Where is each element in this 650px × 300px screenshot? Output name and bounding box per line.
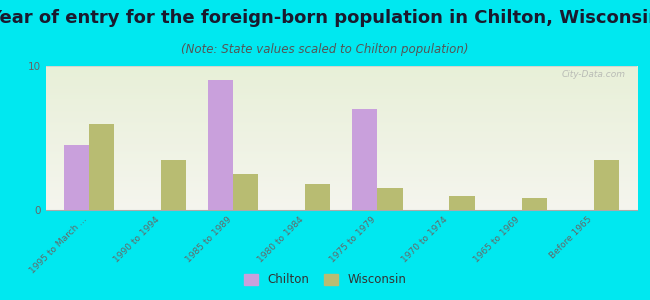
Bar [377,188,402,210]
Legend: Chilton, Wisconsin: Chilton, Wisconsin [239,269,411,291]
Bar [352,109,377,210]
Bar [233,174,258,210]
Text: City-Data.com: City-Data.com [561,70,625,79]
Bar [593,160,619,210]
Text: (Note: State values scaled to Chilton population): (Note: State values scaled to Chilton po… [181,44,469,56]
Bar [89,124,114,210]
Text: Year of entry for the foreign-born population in Chilton, Wisconsin: Year of entry for the foreign-born popul… [0,9,650,27]
Bar [64,145,89,210]
Bar [449,196,474,210]
Bar [521,199,547,210]
Bar [161,160,186,210]
Bar [208,80,233,210]
Bar [306,184,330,210]
